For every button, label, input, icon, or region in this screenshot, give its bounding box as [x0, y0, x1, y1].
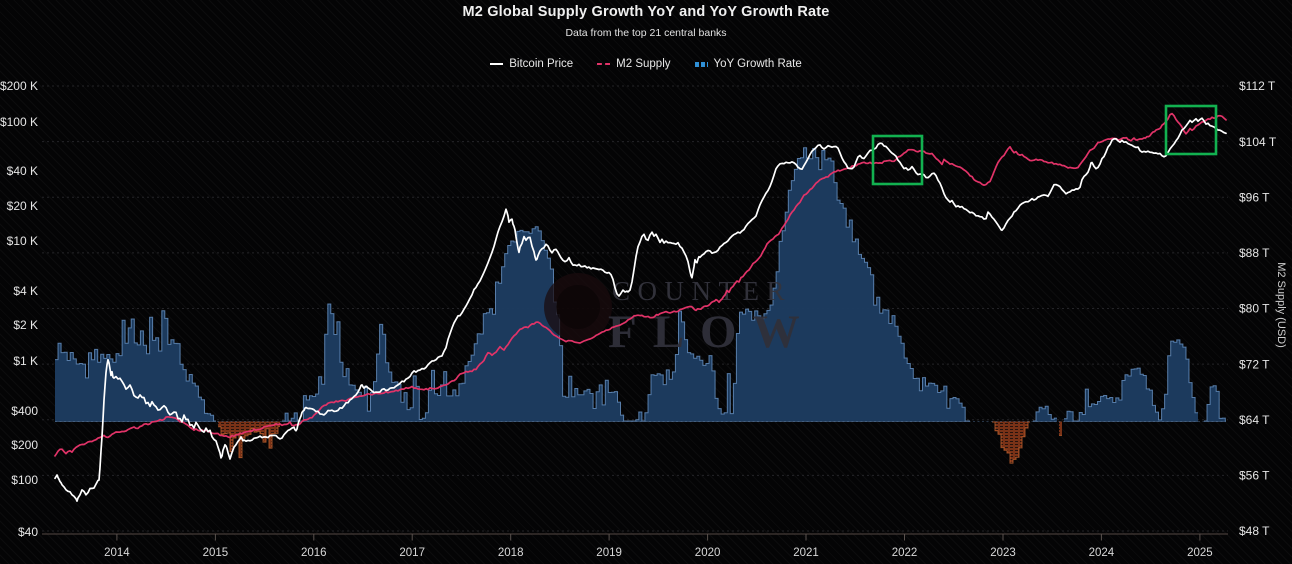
- svg-text:$48 T: $48 T: [1239, 524, 1270, 538]
- svg-text:2020: 2020: [695, 547, 721, 559]
- svg-text:$80 T: $80 T: [1239, 302, 1270, 316]
- svg-text:$40 K: $40 K: [7, 164, 38, 178]
- svg-text:$56 T: $56 T: [1239, 469, 1270, 483]
- svg-text:2017: 2017: [399, 547, 425, 559]
- svg-text:$72 T: $72 T: [1239, 357, 1270, 371]
- svg-text:2024: 2024: [1089, 547, 1115, 559]
- svg-text:2025: 2025: [1187, 547, 1213, 559]
- svg-text:2014: 2014: [104, 547, 130, 559]
- svg-text:2016: 2016: [301, 547, 327, 559]
- svg-text:$20 K: $20 K: [7, 199, 38, 213]
- svg-text:$112 T: $112 T: [1239, 79, 1276, 93]
- svg-text:2022: 2022: [892, 547, 918, 559]
- svg-text:$88 T: $88 T: [1239, 246, 1270, 260]
- svg-text:2023: 2023: [990, 547, 1016, 559]
- svg-text:2019: 2019: [596, 547, 622, 559]
- svg-text:$64 T: $64 T: [1239, 413, 1270, 427]
- svg-text:2021: 2021: [793, 547, 819, 559]
- svg-text:$400: $400: [11, 404, 38, 418]
- svg-text:$40: $40: [18, 525, 38, 539]
- svg-text:$104 T: $104 T: [1239, 135, 1277, 149]
- svg-text:M2 Supply (USD): M2 Supply (USD): [1275, 262, 1287, 348]
- svg-text:$100: $100: [11, 473, 38, 487]
- svg-text:$100 K: $100 K: [0, 115, 38, 129]
- svg-text:$200: $200: [11, 438, 38, 452]
- svg-text:$96 T: $96 T: [1239, 190, 1270, 204]
- svg-text:$4 K: $4 K: [13, 284, 38, 298]
- svg-text:2018: 2018: [498, 547, 524, 559]
- svg-text:$1 K: $1 K: [13, 354, 38, 368]
- svg-text:$2 K: $2 K: [13, 318, 38, 332]
- svg-text:FLOW: FLOW: [608, 306, 816, 358]
- svg-text:COUNTER: COUNTER: [612, 276, 792, 306]
- svg-text:$200 K: $200 K: [0, 79, 38, 93]
- svg-text:2015: 2015: [203, 547, 229, 559]
- svg-text:$10 K: $10 K: [7, 234, 38, 248]
